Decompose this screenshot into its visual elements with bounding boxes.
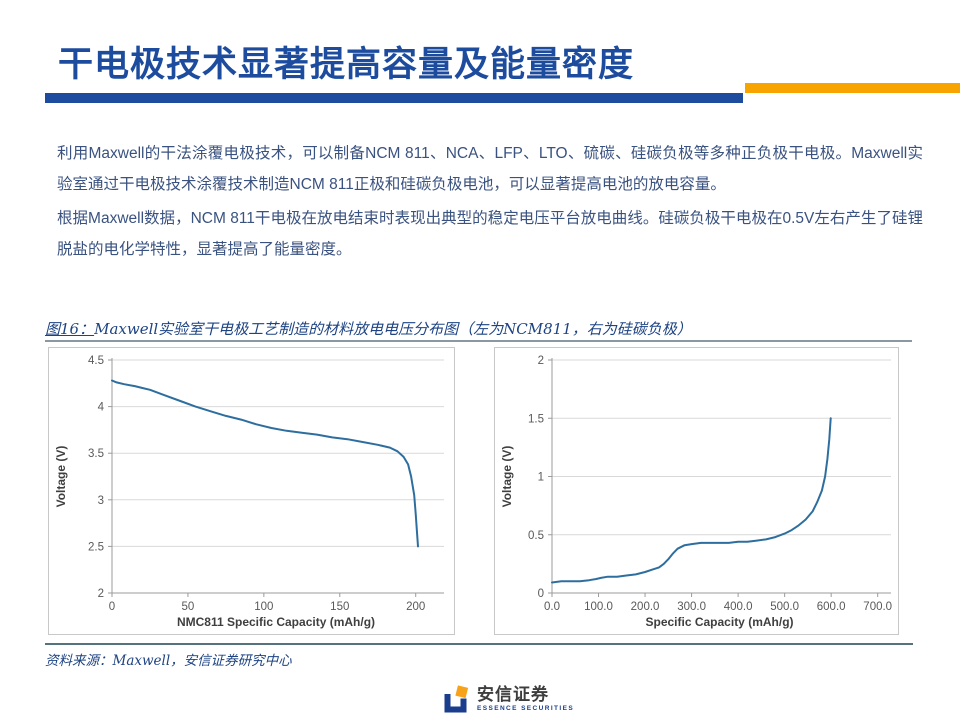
svg-text:1.5: 1.5: [528, 413, 544, 425]
svg-text:0: 0: [109, 601, 115, 613]
caption-divider: [45, 340, 912, 342]
svg-text:Specific Capacity (mAh/g): Specific Capacity (mAh/g): [645, 615, 793, 629]
svg-text:4: 4: [98, 402, 105, 414]
title-underline-bar: [45, 93, 743, 103]
svg-text:2: 2: [538, 355, 544, 367]
svg-text:100: 100: [254, 601, 273, 613]
nmc811-chart-panel: 2 2.5 3 3.5 4 4.5 0 50 100 150 200 NMC811 Specific …: [48, 347, 455, 635]
svg-text:200: 200: [406, 601, 425, 613]
figure-bottom-divider: [45, 643, 913, 645]
page-title: 干电极技术显著提高容量及能量密度: [58, 45, 635, 84]
svg-text:NMC811 Specific Capacity (mAh/: NMC811 Specific Capacity (mAh/g): [177, 615, 375, 629]
header-orange-bar: [745, 83, 960, 93]
source-note: 资料来源：Maxwell，安信证券研究中心: [45, 653, 292, 669]
svg-text:500.0: 500.0: [770, 601, 799, 613]
silicon-anode-chart-panel: 0 0.5 1 1.5 2 0.0 100.0 200.0 300.0 400.0 500.0 600…: [494, 347, 899, 635]
svg-text:4.5: 4.5: [88, 355, 104, 367]
svg-text:3: 3: [98, 495, 104, 507]
svg-text:Voltage (V): Voltage (V): [500, 446, 514, 508]
svg-text:2.5: 2.5: [88, 541, 104, 553]
logo-name: 安信证券: [477, 685, 549, 704]
nmc811-voltage-chart: 2 2.5 3 3.5 4 4.5 0 50 100 150 200 NMC811 Specific …: [54, 355, 444, 629]
figure-number: 图16：: [45, 320, 95, 338]
figure-caption: 图16：Maxwell实验室干电极工艺制造的材料放电电压分布图（左为NCM811…: [45, 318, 925, 339]
essence-securities-logo-icon: [444, 685, 469, 713]
body-paragraph-1: 利用Maxwell的干法涂覆电极技术，可以制备NCM 811、NCA、LFP、L…: [57, 145, 923, 193]
svg-text:400.0: 400.0: [724, 601, 753, 613]
figure-caption-text: Maxwell实验室干电极工艺制造的材料放电电压分布图（左为NCM811，右为硅…: [94, 320, 692, 338]
svg-text:0: 0: [538, 588, 544, 600]
svg-text:Voltage (V): Voltage (V): [54, 446, 68, 508]
logo-subtitle: ESSENCE SECURITIES: [477, 705, 575, 712]
svg-text:200.0: 200.0: [631, 601, 660, 613]
svg-text:600.0: 600.0: [817, 601, 846, 613]
svg-text:3.5: 3.5: [88, 448, 104, 460]
svg-text:50: 50: [182, 601, 195, 613]
svg-text:0.0: 0.0: [544, 601, 560, 613]
svg-text:700.0: 700.0: [863, 601, 892, 613]
svg-text:0.5: 0.5: [528, 530, 544, 542]
company-logo: 安信证券 ESSENCE SECURITIES: [443, 685, 574, 714]
svg-text:2: 2: [98, 588, 104, 600]
svg-text:1: 1: [538, 472, 544, 484]
svg-text:100.0: 100.0: [584, 601, 613, 613]
silicon-anode-voltage-chart: 0 0.5 1 1.5 2 0.0 100.0 200.0 300.0 400.0 500.0 600…: [500, 355, 892, 629]
body-paragraph-2: 根据Maxwell数据，NCM 811干电极在放电结束时表现出典型的稳定电压平台…: [57, 210, 923, 258]
svg-text:150: 150: [330, 601, 349, 613]
svg-text:300.0: 300.0: [677, 601, 706, 613]
